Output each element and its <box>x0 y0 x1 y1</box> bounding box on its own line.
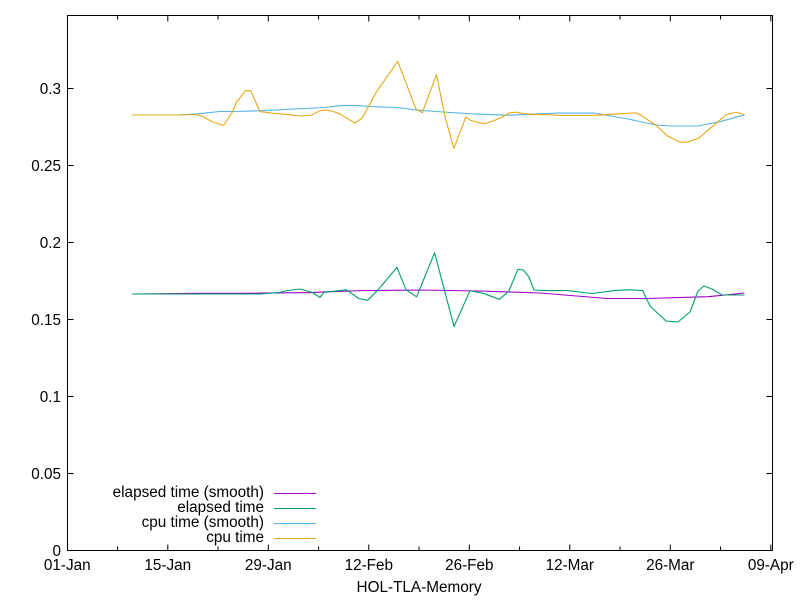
svg-text:01-Jan: 01-Jan <box>44 557 91 574</box>
svg-text:0.1: 0.1 <box>40 389 61 406</box>
svg-text:0.25: 0.25 <box>31 158 61 175</box>
svg-text:26-Feb: 26-Feb <box>445 557 493 574</box>
svg-text:26-Mar: 26-Mar <box>646 557 694 574</box>
svg-text:0.05: 0.05 <box>31 466 61 483</box>
svg-text:cpu time: cpu time <box>206 529 264 546</box>
svg-text:15-Jan: 15-Jan <box>144 557 191 574</box>
svg-text:12-Feb: 12-Feb <box>345 557 393 574</box>
svg-text:12-Mar: 12-Mar <box>546 557 594 574</box>
svg-text:29-Jan: 29-Jan <box>245 557 292 574</box>
svg-text:HOL-TLA-Memory: HOL-TLA-Memory <box>357 579 482 596</box>
svg-text:0.15: 0.15 <box>31 312 61 329</box>
svg-text:0.2: 0.2 <box>40 235 61 252</box>
svg-text:0.3: 0.3 <box>40 81 61 98</box>
svg-text:09-Apr: 09-Apr <box>748 557 794 574</box>
